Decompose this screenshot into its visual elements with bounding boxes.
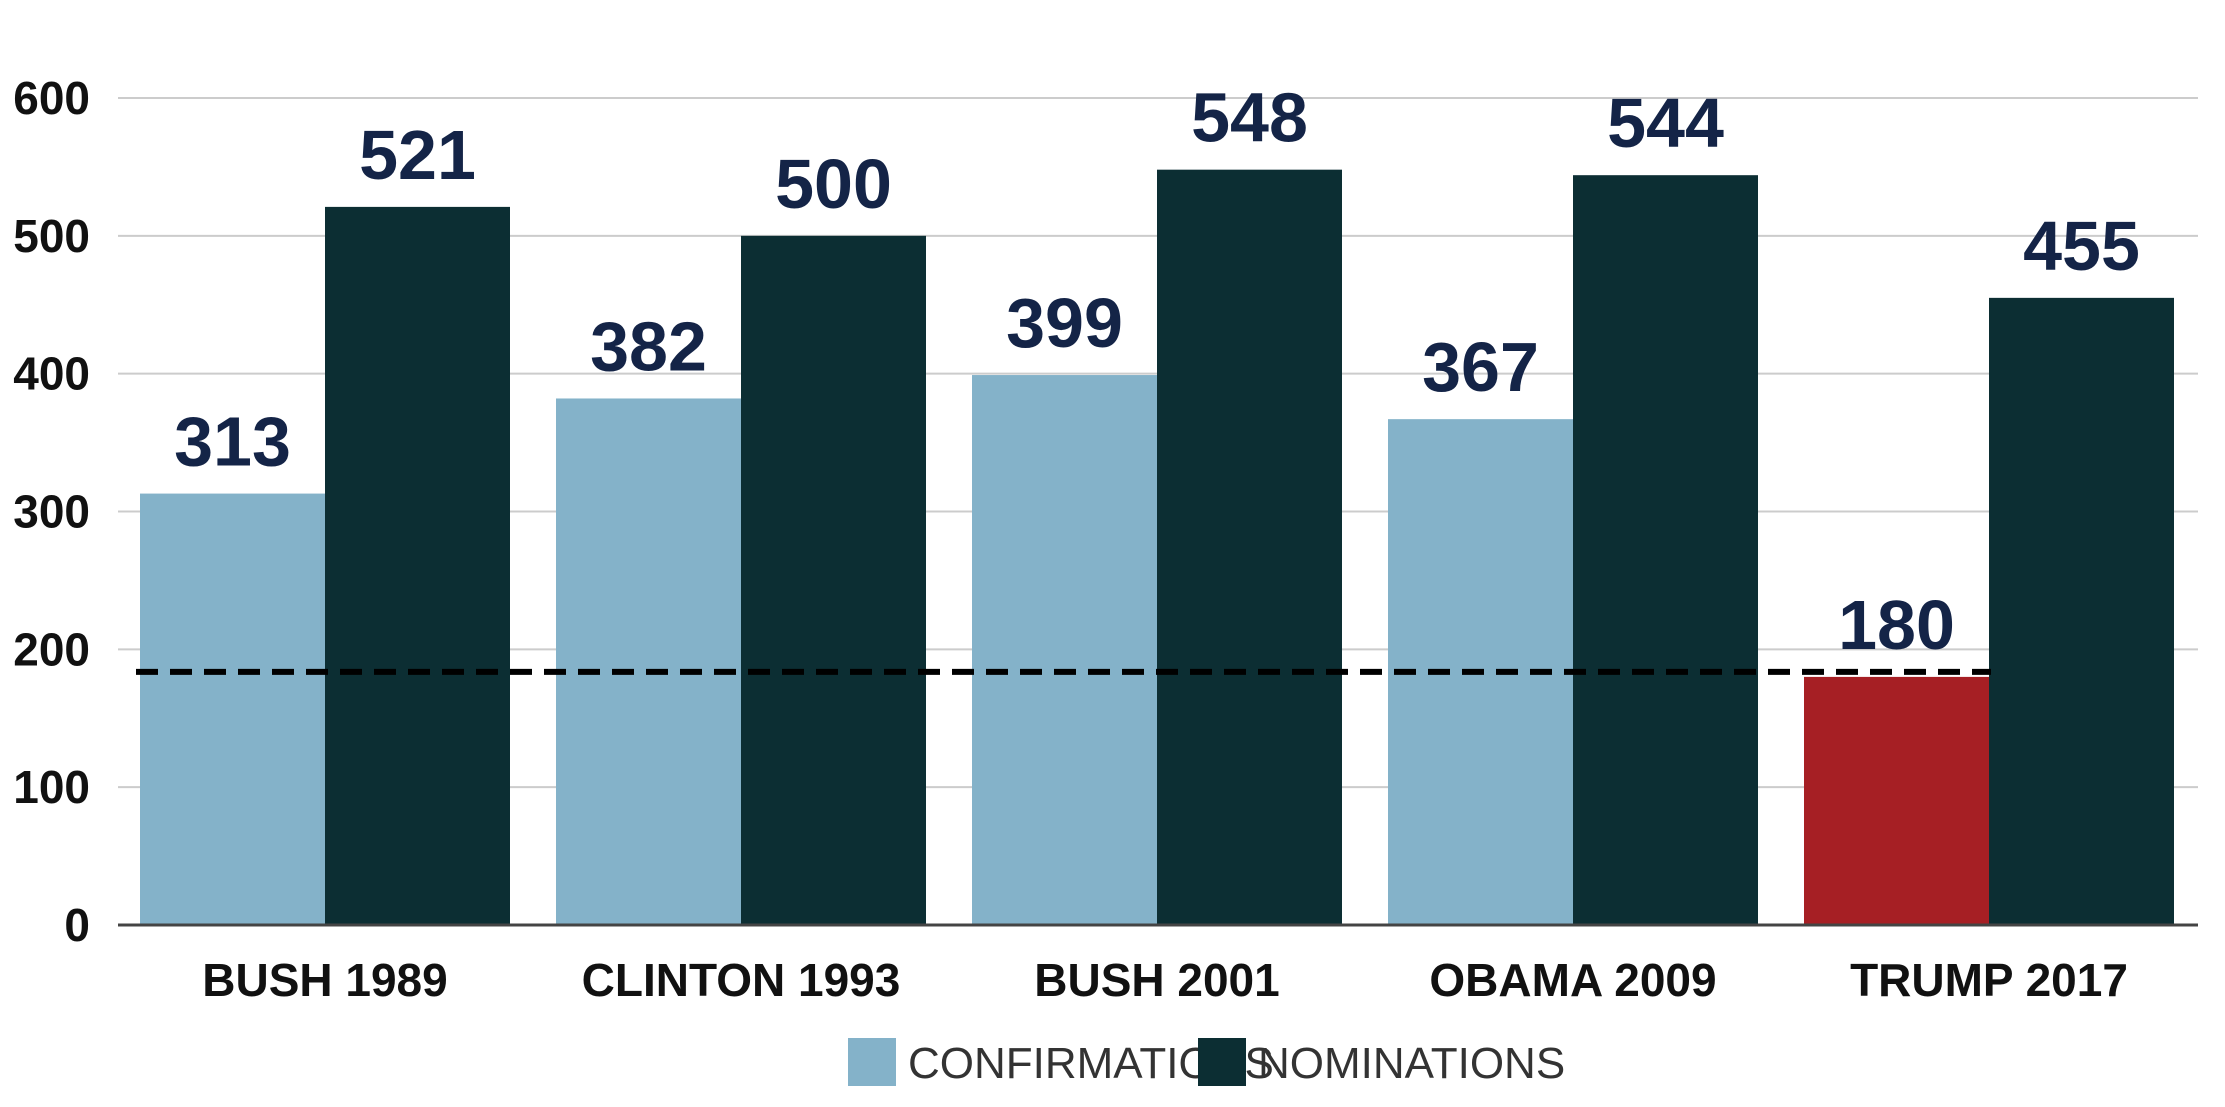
y-tick-label-300: 300 [13,486,90,538]
x-tick-label-4: TRUMP 2017 [1850,954,2128,1006]
data-label-nominations-0: 521 [359,116,476,194]
data-label-confirmations-0: 313 [174,403,291,481]
data-label-confirmations-3: 367 [1422,328,1539,406]
data-label-confirmations-4: 180 [1838,586,1955,664]
bar-nominations-3 [1573,175,1758,926]
bar-nominations-1 [741,235,926,926]
data-label-nominations-1: 500 [775,145,892,223]
data-label-confirmations-2: 399 [1006,284,1123,362]
x-tick-label-1: CLINTON 1993 [582,954,901,1006]
data-labels: 313 521 382 500 399 548 367 544 180 455 [174,79,2140,664]
legend-swatch-confirmations [848,1038,896,1086]
y-tick-label-200: 200 [13,623,90,675]
bars [140,169,2174,926]
bar-confirmations-2 [972,375,1157,925]
bar-nominations-4 [1989,297,2174,925]
data-label-nominations-2: 548 [1191,79,1308,157]
x-tick-label-2: BUSH 2001 [1034,954,1279,1006]
y-tick-label-0: 0 [64,899,90,951]
x-tick-label-3: OBAMA 2009 [1429,954,1716,1006]
axes: 0 100 200 300 400 500 600 BUSH 1989 CLINTON 1993… [13,72,2198,1006]
data-label-confirmations-1: 382 [590,307,707,385]
legend-swatch-nominations [1198,1038,1246,1086]
data-label-nominations-3: 544 [1607,84,1724,162]
bar-confirmations-1 [556,398,741,925]
y-tick-label-500: 500 [13,210,90,262]
y-tick-label-100: 100 [13,761,90,813]
bar-confirmations-4 [1804,676,1989,925]
bar-nominations-0 [325,206,510,926]
data-label-nominations-4: 455 [2023,207,2140,285]
legend-label-nominations: NOMINATIONS [1258,1039,1565,1088]
y-tick-label-600: 600 [13,72,90,124]
bar-nominations-2 [1157,169,1342,925]
x-tick-label-0: BUSH 1989 [202,954,447,1006]
y-tick-label-400: 400 [13,348,90,400]
bar-confirmations-0 [140,493,325,925]
